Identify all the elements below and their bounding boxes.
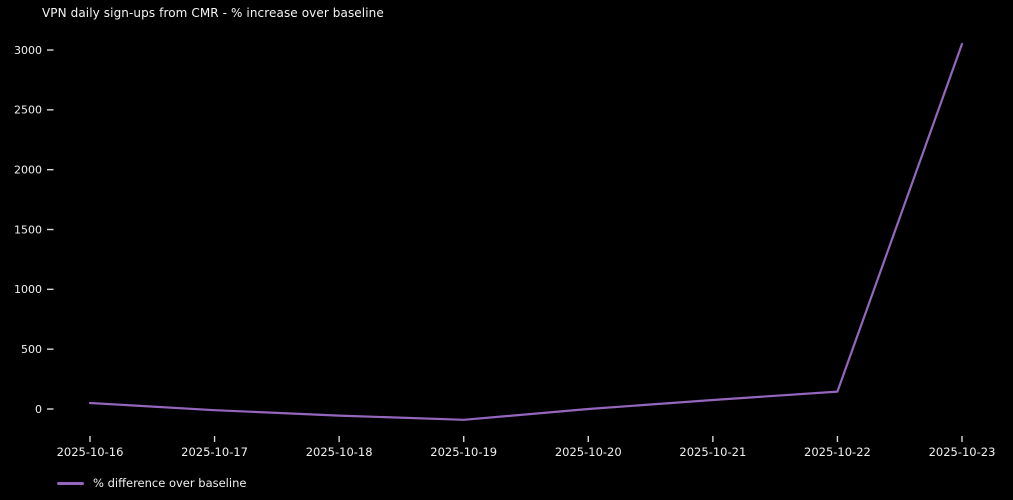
x-tick-label: 2025-10-21 <box>679 445 746 459</box>
chart-title: VPN daily sign-ups from CMR - % increase… <box>42 6 384 20</box>
y-tick-label: 0 <box>35 403 42 416</box>
x-tick-label: 2025-10-16 <box>57 445 124 459</box>
x-tick-label: 2025-10-19 <box>430 445 497 459</box>
series-line <box>88 42 964 421</box>
x-tick-label: 2025-10-17 <box>181 445 248 459</box>
x-tick-label: 2025-10-22 <box>804 445 871 459</box>
x-tick-label: 2025-10-23 <box>929 445 996 459</box>
legend-line-swatch <box>57 481 84 485</box>
x-tick-label: 2025-10-18 <box>306 445 373 459</box>
x-tick-label: 2025-10-20 <box>555 445 622 459</box>
y-tick-label: 2000 <box>14 163 42 176</box>
y-tick-label: 2500 <box>14 104 42 117</box>
legend: % difference over baseline <box>57 476 246 490</box>
y-tick-label: 1500 <box>14 223 42 236</box>
legend-label: % difference over baseline <box>93 476 247 490</box>
y-tick-label: 3000 <box>14 44 42 57</box>
y-tick-label: 500 <box>21 343 42 356</box>
y-tick-label: 1000 <box>14 283 42 296</box>
